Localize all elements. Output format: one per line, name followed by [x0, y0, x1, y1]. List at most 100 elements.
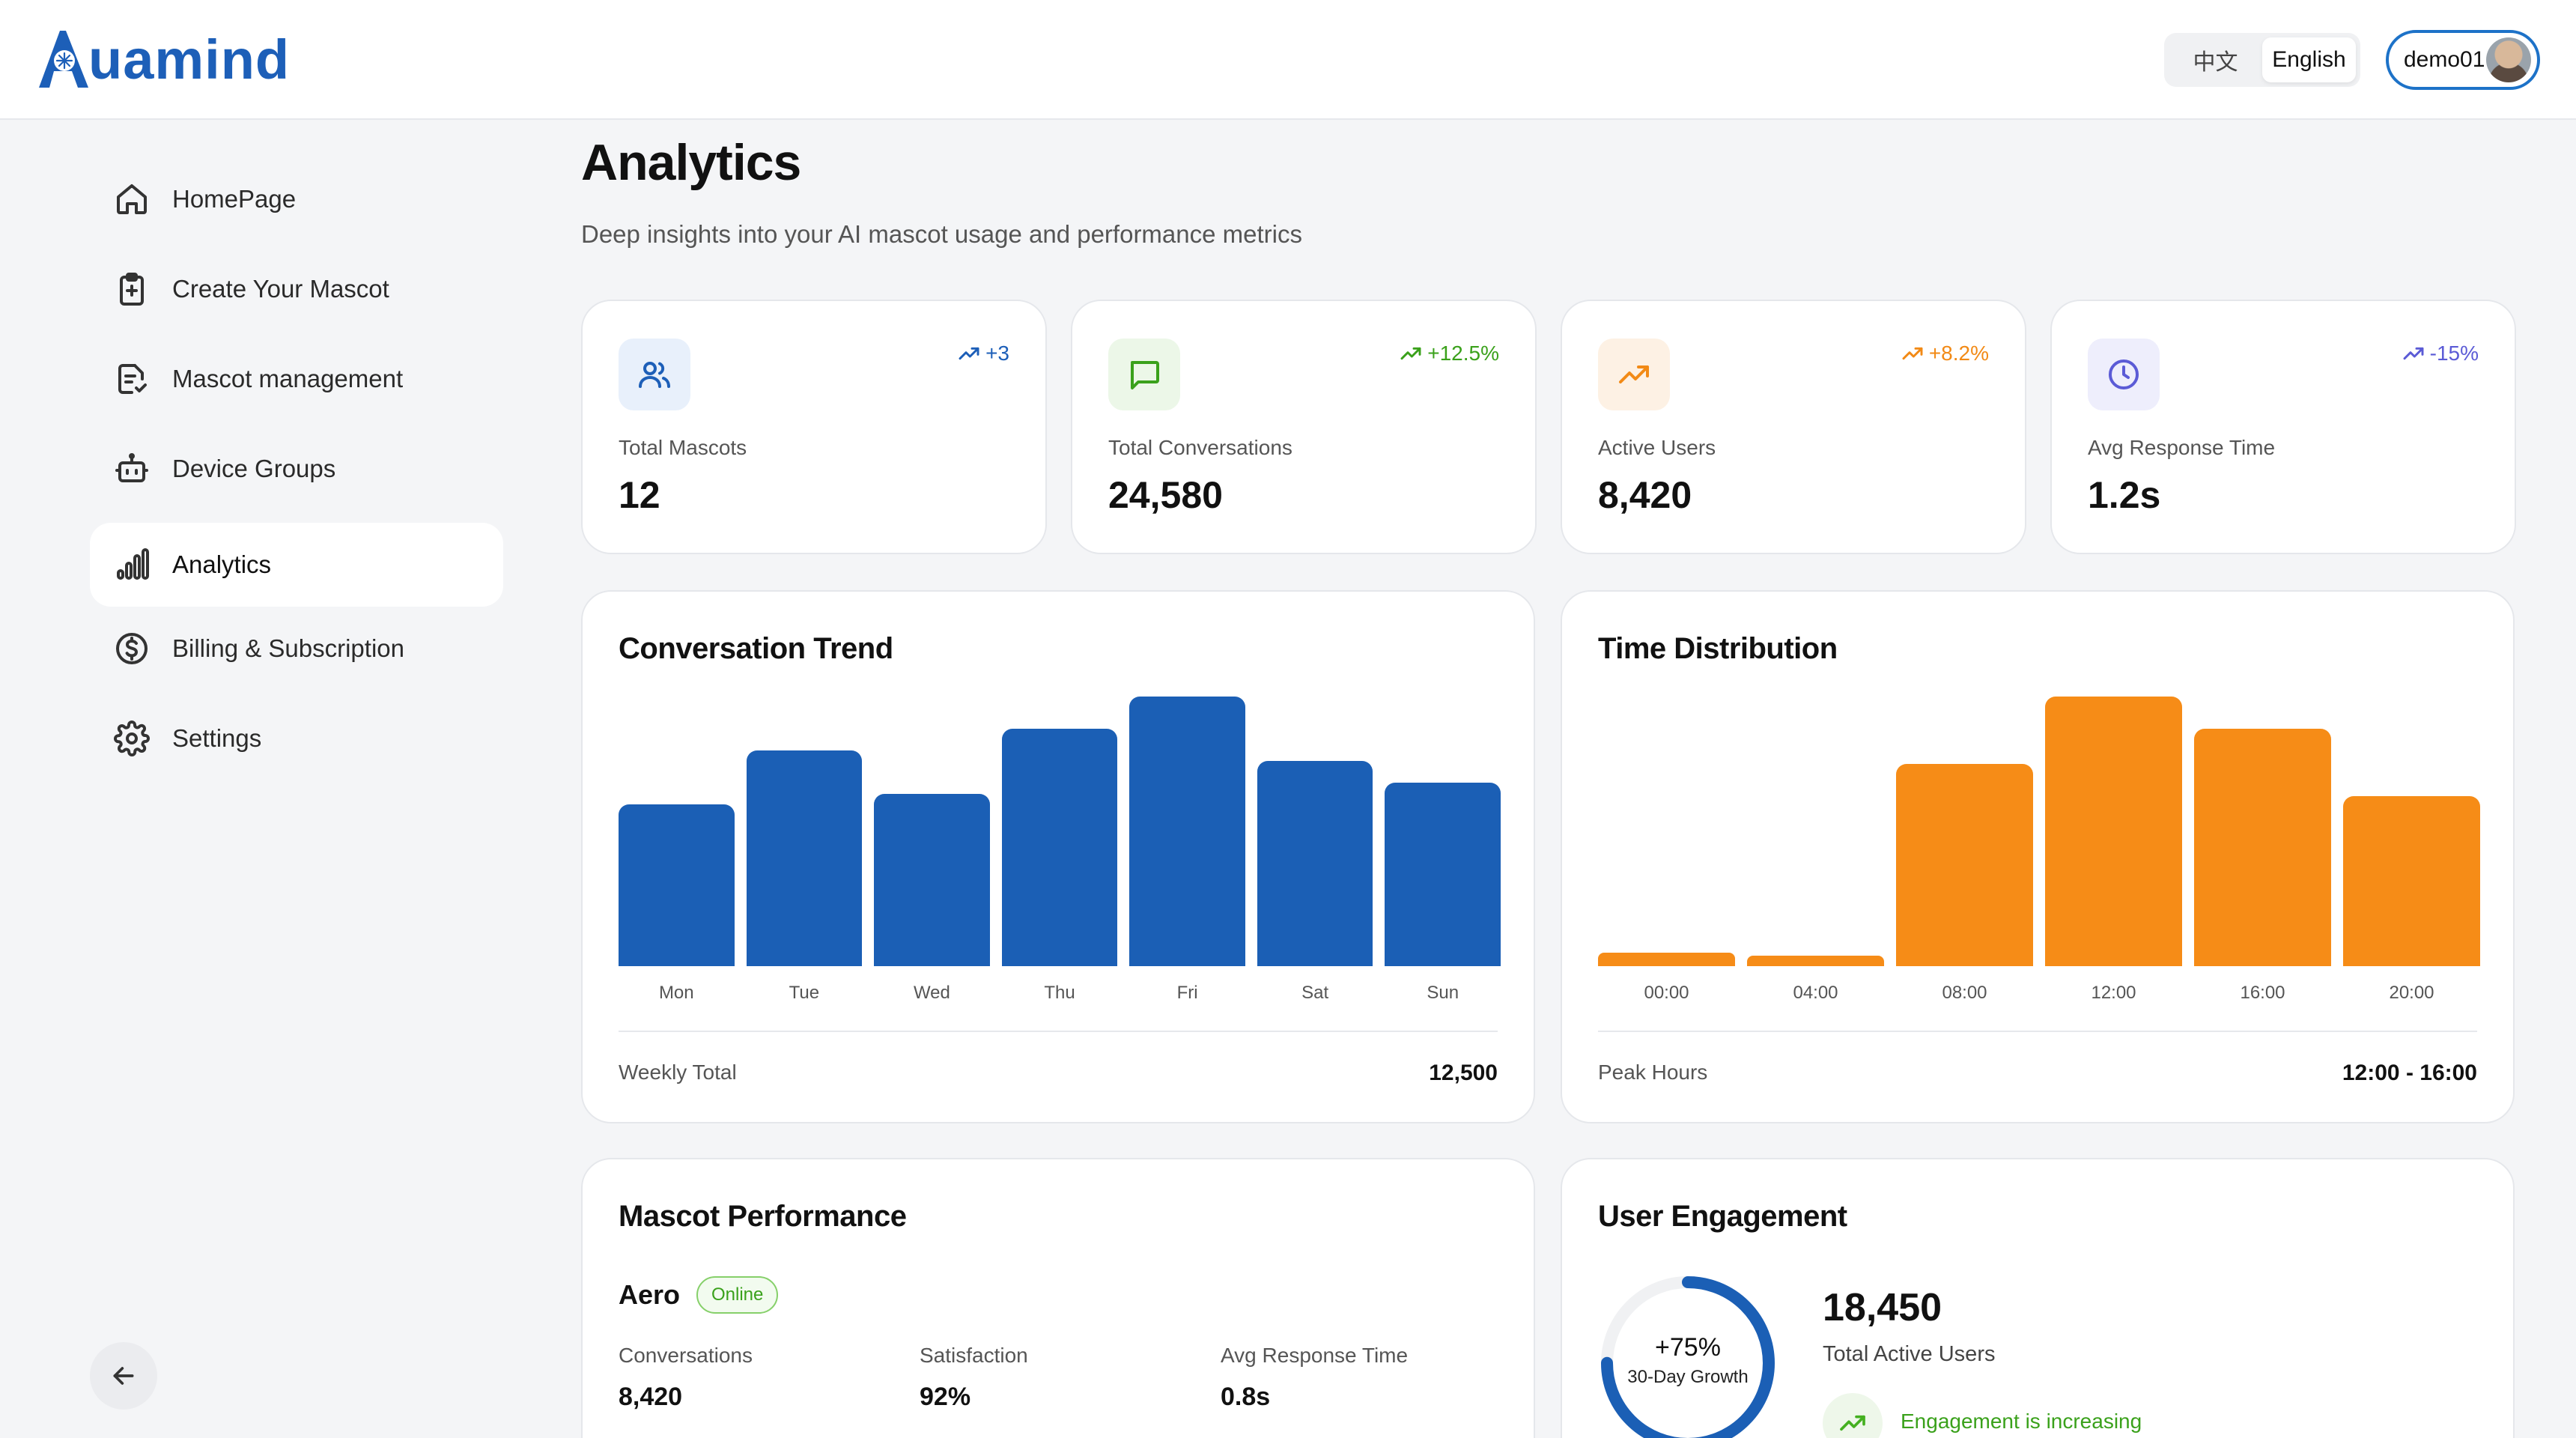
- stat-trend: +8.2%: [1901, 342, 1989, 365]
- sidebar-item-label: Billing & Subscription: [172, 634, 404, 662]
- sidebar-item-label: Mascot management: [172, 365, 404, 392]
- chart-bar: [1896, 764, 2033, 966]
- aquamind-logo[interactable]: uamind: [36, 25, 290, 93]
- chart-bar: [1747, 956, 1884, 966]
- user-menu-button[interactable]: demo01: [2386, 30, 2540, 90]
- trending-up-icon: [2403, 347, 2424, 360]
- chart-bar: [1129, 697, 1245, 966]
- sidebar-item-label: Analytics: [172, 550, 272, 578]
- chart-bar: [1001, 729, 1118, 966]
- chart-bar: [2045, 697, 2182, 966]
- engagement-status: Engagement is increasing: [1901, 1410, 2142, 1433]
- chart-bar: [746, 750, 863, 966]
- conversation-trend-chart: [619, 697, 1501, 966]
- stat-trend: -15%: [2402, 342, 2479, 365]
- sidebar-item-analytics[interactable]: Analytics: [90, 523, 503, 607]
- sidebar-item-homepage[interactable]: HomePage: [90, 157, 503, 241]
- stat-label: Total Conversations: [1108, 436, 1292, 459]
- x-tick-label: 08:00: [1942, 983, 1987, 1003]
- clipboard-plus-icon: [112, 270, 151, 309]
- sidebar: HomePage Create Your Mascot Mascot manag…: [0, 120, 524, 1438]
- page-title: Analytics: [581, 134, 801, 191]
- sidebar-item-label: HomePage: [172, 185, 297, 213]
- metric-value: 0.8s: [1221, 1383, 1271, 1411]
- stat-value: 8,420: [1598, 474, 1692, 516]
- chart-bar: [2343, 796, 2480, 966]
- sidebar-item-billing[interactable]: Billing & Subscription: [90, 607, 503, 691]
- stat-trend-value: +8.2%: [1928, 342, 1989, 365]
- growth-ring-label: +75% 30-Day Growth: [1598, 1333, 1778, 1388]
- peak-hours-label: Peak Hours: [1598, 1061, 1708, 1084]
- weekly-total-value: 12,500: [1429, 1061, 1498, 1085]
- robot-icon: [112, 449, 151, 488]
- stat-trend-value: +3: [985, 342, 1009, 365]
- x-tick-label: 00:00: [1644, 983, 1689, 1003]
- trending-up-icon: [1400, 347, 1421, 360]
- home-icon: [112, 180, 151, 219]
- stat-value: 1.2s: [2088, 474, 2161, 516]
- total-active-users-value: 18,450: [1823, 1286, 1942, 1329]
- chart-bar: [2194, 729, 2331, 966]
- sidebar-item-mascot-management[interactable]: Mascot management: [90, 337, 503, 421]
- top-bar: uamind 中文 English demo01: [0, 0, 2576, 120]
- chart-bar: [619, 804, 735, 966]
- stat-label: Active Users: [1598, 436, 1716, 459]
- metric-label: Conversations: [619, 1344, 753, 1367]
- logo-a-droplet-icon: [39, 31, 88, 88]
- arrow-left-icon: [113, 1367, 134, 1385]
- time-distribution-card: Time Distribution Peak Hours 12:00 - 16:…: [1561, 590, 2515, 1123]
- x-tick-label: 12:00: [2091, 983, 2136, 1003]
- avatar: [2486, 37, 2531, 82]
- sidebar-item-device-groups[interactable]: Device Groups: [90, 427, 503, 511]
- growth-ring-progress: [1601, 1276, 1775, 1438]
- mascot-performance-card: Mascot Performance Aero Online Conversat…: [581, 1158, 1535, 1438]
- lang-english-button[interactable]: English: [2262, 37, 2356, 82]
- status-badge: Online: [696, 1276, 779, 1314]
- growth-ring: [1601, 1276, 1775, 1438]
- conversation-trend-card: Conversation Trend Weekly Total 12,500 M…: [581, 590, 1535, 1123]
- stat-card-avg-response-time: -15% Avg Response Time 1.2s: [2050, 300, 2516, 554]
- sidebar-item-label: Create Your Mascot: [172, 275, 389, 303]
- chart-bar: [874, 793, 990, 966]
- sidebar-item-create-mascot[interactable]: Create Your Mascot: [90, 247, 503, 331]
- stat-trend-value: +12.5%: [1427, 342, 1499, 365]
- stat-trend: +3: [957, 342, 1009, 365]
- stat-label: Total Mascots: [619, 436, 747, 459]
- users-icon: [619, 339, 690, 410]
- message-icon: [1108, 339, 1180, 410]
- x-tick-label: Wed: [913, 983, 950, 1003]
- x-tick-label: Mon: [658, 983, 694, 1003]
- card-title: Conversation Trend: [619, 632, 893, 665]
- divider: [1598, 1031, 2477, 1032]
- trending-up-icon: [1598, 339, 1670, 410]
- trending-up-icon: [1823, 1393, 1883, 1438]
- mascot-name: Aero: [619, 1279, 681, 1310]
- stat-card-total-conversations: +12.5% Total Conversations 24,580: [1071, 300, 1537, 554]
- logo-text: uamind: [88, 28, 291, 91]
- trending-up-icon: [959, 347, 979, 360]
- x-tick-label: Thu: [1044, 983, 1075, 1003]
- stat-card-total-mascots: +3 Total Mascots 12: [581, 300, 1047, 554]
- gear-icon: [112, 719, 151, 758]
- sidebar-item-label: Settings: [172, 724, 262, 752]
- x-tick-label: Fri: [1176, 983, 1198, 1003]
- x-tick-label: Tue: [789, 983, 820, 1003]
- trending-up-icon: [1902, 347, 1923, 360]
- weekly-total-label: Weekly Total: [619, 1061, 737, 1084]
- divider: [619, 1031, 1498, 1032]
- bar-chart-icon: [112, 545, 151, 584]
- metric-label: Satisfaction: [920, 1344, 1028, 1367]
- lang-chinese-button[interactable]: 中文: [2193, 50, 2238, 75]
- language-switcher: 中文 English: [2164, 33, 2360, 87]
- stat-trend: +12.5%: [1399, 342, 1499, 365]
- sidebar-item-settings[interactable]: Settings: [90, 697, 503, 780]
- metric-value: 92%: [920, 1383, 971, 1411]
- growth-value: +75%: [1655, 1333, 1721, 1362]
- card-title: Mascot Performance: [619, 1200, 907, 1233]
- clock-icon: [2088, 339, 2160, 410]
- collapse-sidebar-button[interactable]: [90, 1342, 157, 1410]
- page-subtitle: Deep insights into your AI mascot usage …: [581, 220, 1302, 248]
- stat-trend-value: -15%: [2429, 342, 2479, 365]
- x-tick-label: Sun: [1427, 983, 1459, 1003]
- stat-label: Avg Response Time: [2088, 436, 2276, 459]
